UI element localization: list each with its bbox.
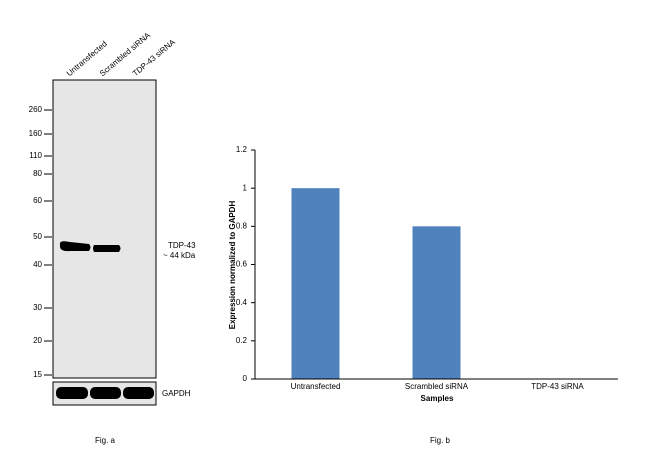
- marker-label: 110: [29, 151, 42, 160]
- blot-membrane: [52, 79, 157, 379]
- size-label: ~ 44 kDa: [163, 251, 196, 260]
- band: [93, 245, 121, 252]
- y-tick-label: 1: [243, 183, 248, 192]
- y-tick-label: 0.8: [236, 221, 248, 230]
- marker-label: 40: [33, 260, 42, 269]
- marker-label: 160: [29, 129, 43, 138]
- band: [56, 387, 88, 399]
- marker-label: 30: [33, 303, 42, 312]
- bar: [412, 226, 461, 379]
- marker-label: 80: [33, 169, 42, 178]
- marker-label: 15: [33, 370, 42, 379]
- marker-label: 260: [29, 105, 43, 114]
- marker-label: 20: [33, 336, 42, 345]
- y-tick-label: 1.2: [236, 145, 248, 154]
- y-tick-label: 0.6: [236, 260, 248, 269]
- y-axis-title: Expression normalized to GAPDH: [228, 201, 237, 330]
- caption: Fig. b: [430, 436, 451, 445]
- caption: Fig. a: [95, 436, 116, 445]
- marker-label: 50: [33, 232, 42, 241]
- gapdh-label: GAPDH: [162, 389, 191, 398]
- bar: [291, 188, 340, 379]
- y-tick-label: 0.2: [236, 336, 248, 345]
- marker-label: 60: [33, 196, 42, 205]
- x-axis-title: Samples: [421, 394, 454, 403]
- x-tick-label: TDP-43 siRNA: [531, 382, 584, 391]
- target-label: TDP-43: [168, 241, 196, 250]
- y-tick-label: 0.4: [236, 298, 248, 307]
- x-tick-label: Scrambled siRNA: [405, 382, 469, 391]
- band: [123, 387, 154, 399]
- y-tick-label: 0: [243, 374, 248, 383]
- x-tick-label: Untransfected: [291, 382, 341, 391]
- band: [60, 241, 91, 252]
- band: [90, 387, 121, 399]
